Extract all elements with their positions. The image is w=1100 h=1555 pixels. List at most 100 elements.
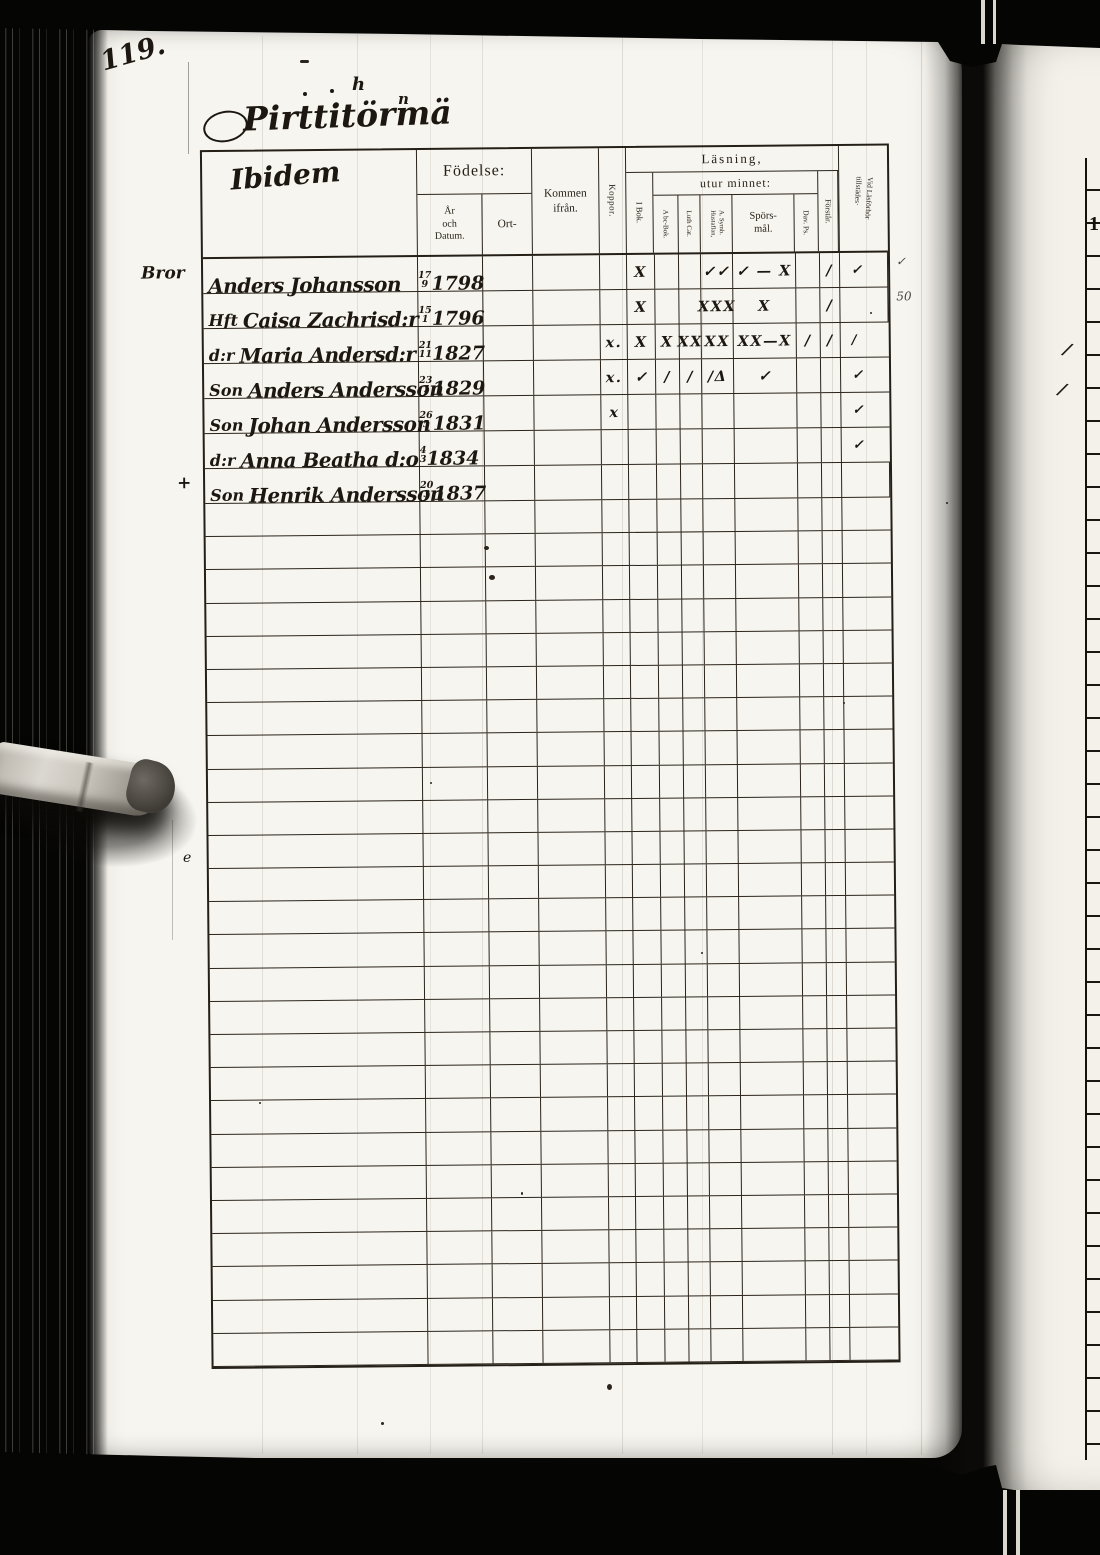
cell-davps <box>797 428 822 463</box>
cell-koppor <box>606 898 634 931</box>
cell-vid <box>845 829 893 862</box>
cell-koppor <box>605 831 633 865</box>
cell-kommen <box>536 632 604 666</box>
cell-name <box>211 1165 427 1200</box>
cell-luthcat: XX <box>677 324 703 359</box>
fold-line <box>430 34 431 1454</box>
cell-ort <box>484 430 535 466</box>
ink-speck <box>946 502 948 504</box>
examination-mark: XX <box>704 332 731 350</box>
cell-ort <box>485 567 537 600</box>
cell-davps <box>800 730 825 763</box>
header-dav-ps: Dav. Ps. <box>801 210 811 236</box>
cell-year <box>426 1098 492 1132</box>
cell-hustaflan <box>708 1029 741 1063</box>
examination-mark: XX—X <box>737 331 792 350</box>
cell-year <box>424 932 490 966</box>
cell-abcbok <box>658 599 683 632</box>
cell-vid: ✓ <box>839 252 889 287</box>
cell-luthcat <box>684 797 707 831</box>
ink-speck <box>484 546 489 550</box>
examination-mark: X <box>634 298 648 316</box>
cell-ibok <box>635 1130 664 1163</box>
cell-year <box>420 567 487 601</box>
ink-speck <box>521 1192 523 1195</box>
table-header: Ibidem Födelse: År och Datum. Ort- Komme… <box>201 145 888 260</box>
cell-ibok <box>630 599 659 632</box>
cell-kommen <box>539 898 607 932</box>
examination-mark: X <box>634 333 648 351</box>
cell-kommen <box>535 500 603 534</box>
cell-ort <box>488 832 539 866</box>
cell-ibok <box>630 665 660 699</box>
facing-page-table-border <box>1085 158 1087 1460</box>
cell-vid <box>846 929 894 962</box>
cell-luthcat <box>683 731 706 764</box>
cell-luthcat <box>685 930 708 964</box>
cell-forstar <box>821 462 843 498</box>
cell-ibok <box>632 864 662 898</box>
cell-ort <box>487 733 538 766</box>
cell-kommen <box>542 1296 611 1330</box>
cell-hustaflan <box>707 963 741 997</box>
cell-sporsmal: XX—X <box>733 323 797 358</box>
cell-abcbok <box>663 1096 688 1130</box>
cell-kommen <box>533 290 601 325</box>
cell-koppor <box>607 1030 635 1064</box>
cell-ort <box>484 395 535 431</box>
cell-ort <box>491 1164 542 1198</box>
cell-ibok <box>634 1063 664 1097</box>
cell-luthcat <box>688 1229 711 1262</box>
cell-year <box>422 700 488 734</box>
ink-speck <box>430 782 432 784</box>
examination-table: Ibidem Födelse: År och Datum. Ort- Komme… <box>141 143 912 1369</box>
cell-sporsmal <box>742 1228 806 1262</box>
header-kommen-ifran: Kommen ifrån. <box>531 148 600 254</box>
cell-forstar <box>826 896 847 929</box>
cell-year <box>426 1198 493 1232</box>
cell-koppor <box>602 566 631 599</box>
cell-year: 23 7 1829 <box>418 361 485 400</box>
ink-dot <box>303 92 307 96</box>
cell-abcbok <box>661 930 686 964</box>
cell-year <box>420 501 486 535</box>
cell-ort <box>488 799 539 833</box>
fold-line <box>357 34 358 1454</box>
cell-sporsmal <box>734 393 798 428</box>
cell-ibok <box>629 532 658 566</box>
cell-davps <box>803 995 828 1029</box>
cell-davps <box>802 962 828 996</box>
cell-abcbok: X <box>655 324 680 359</box>
cell-year <box>421 667 488 701</box>
cell-name <box>212 1298 429 1333</box>
cell-koppor: x. <box>600 324 628 360</box>
cell-vid: / <box>841 322 889 356</box>
cell-davps <box>804 1161 829 1195</box>
cell-hustaflan <box>702 463 736 499</box>
page-title: Pirttitörmä <box>242 92 453 139</box>
cell-vid <box>843 531 891 564</box>
date-denominator: 3 <box>423 488 431 500</box>
cell-luthcat: / <box>679 359 703 394</box>
cell-koppor <box>603 665 632 699</box>
cell-davps <box>803 1062 828 1095</box>
table-row <box>213 1327 899 1367</box>
cell-koppor <box>604 699 632 732</box>
cell-abcbok <box>662 997 687 1030</box>
cell-year <box>427 1231 493 1265</box>
cell-name <box>206 601 422 636</box>
header-abc-bok: A bc-Bok. <box>653 195 679 253</box>
cell-vid <box>847 962 895 995</box>
cell-vid <box>844 697 892 730</box>
cell-sporsmal <box>739 962 804 996</box>
cell-name <box>205 501 421 537</box>
cell-hustaflan <box>703 498 736 532</box>
cell-ibok <box>634 997 663 1030</box>
birth-date-fraction: 23 7 <box>419 375 432 395</box>
cell-vid <box>844 663 892 696</box>
cell-year <box>423 833 489 867</box>
cell-vid <box>846 863 894 896</box>
cell-ibok <box>636 1229 665 1263</box>
cell-vid <box>848 1128 896 1161</box>
cell-sporsmal <box>734 428 798 463</box>
